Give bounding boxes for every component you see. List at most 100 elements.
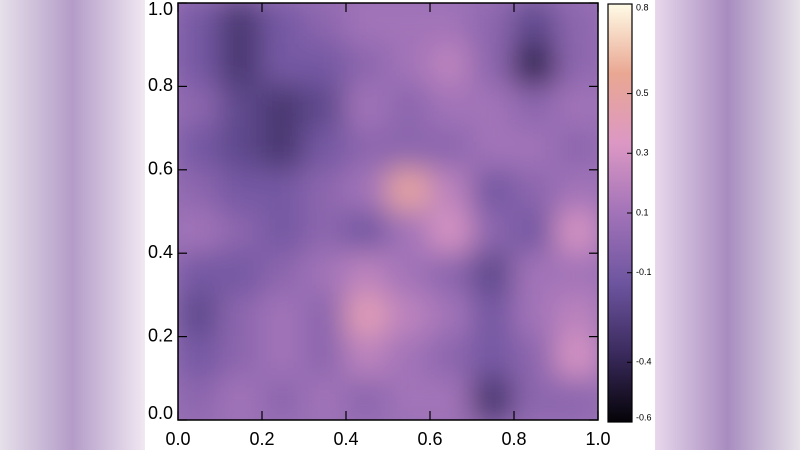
heatmap-cell bbox=[345, 210, 389, 255]
heatmap-cell bbox=[513, 293, 557, 338]
colorbar-tick-label: 0.3 bbox=[636, 148, 649, 158]
heatmap-cell bbox=[555, 252, 598, 296]
heatmap-cell bbox=[345, 3, 389, 46]
backdrop-right bbox=[655, 0, 800, 450]
heatmap-cell bbox=[345, 252, 389, 296]
heatmap-cell bbox=[178, 85, 221, 130]
heatmap-cell bbox=[178, 377, 221, 420]
heatmap-cell bbox=[471, 377, 515, 420]
heatmap-cell bbox=[178, 168, 221, 213]
colorbar-tick-label: -0.6 bbox=[636, 412, 652, 422]
colorbar-tick-label: -0.4 bbox=[636, 357, 652, 367]
heatmap-cell bbox=[387, 377, 431, 420]
heatmap-cell bbox=[345, 85, 389, 130]
heatmap-cell bbox=[429, 377, 473, 420]
heatmap-cell bbox=[219, 168, 263, 213]
heatmap-cell bbox=[471, 3, 515, 46]
x-tick-label: 0.0 bbox=[165, 429, 190, 449]
y-tick-label: 0.0 bbox=[148, 403, 173, 423]
heatmap-cell bbox=[555, 43, 598, 88]
x-tick-label: 0.4 bbox=[333, 429, 358, 449]
heatmap-cell bbox=[471, 293, 515, 338]
heatmap-cell bbox=[471, 168, 515, 213]
heatmap-cell bbox=[513, 43, 557, 88]
heatmap-cell bbox=[555, 127, 598, 171]
heatmap-cell bbox=[471, 43, 515, 88]
colorbar-tick-label: -0.1 bbox=[636, 267, 652, 277]
heatmap-cell bbox=[387, 252, 431, 296]
axes: 0.0 0.2 0.4 0.6 0.8 1.0 0.0 0.2 0.4 0.6 0.8 1.0 -0.6… bbox=[148, 0, 652, 449]
heatmap-cell bbox=[178, 335, 221, 380]
heatmap-cell bbox=[429, 210, 473, 255]
heatmap-cell bbox=[261, 293, 305, 338]
backdrop-left bbox=[0, 0, 145, 450]
heatmap-cell bbox=[261, 210, 305, 255]
x-tick-label: 0.8 bbox=[501, 429, 526, 449]
y-tick-label: 0.2 bbox=[148, 325, 173, 345]
heatmap-cell bbox=[555, 210, 598, 255]
heatmap-cell bbox=[345, 168, 389, 213]
heatmap-cell bbox=[261, 127, 305, 171]
heatmap-cells bbox=[178, 3, 598, 420]
y-tick-label: 0.6 bbox=[148, 159, 173, 179]
heatmap-cell bbox=[429, 293, 473, 338]
heatmap-cell bbox=[261, 3, 305, 46]
heatmap-cell bbox=[178, 43, 221, 88]
colorbar-tick-label: 0.8 bbox=[636, 2, 649, 12]
heatmap-cell bbox=[513, 127, 557, 171]
heatmap-cell bbox=[513, 210, 557, 255]
heatmap-cell bbox=[471, 335, 515, 380]
heatmap-cell bbox=[178, 293, 221, 338]
heatmap-cell bbox=[513, 85, 557, 130]
y-tick-label: 0.4 bbox=[148, 242, 173, 262]
heatmap-cell bbox=[219, 335, 263, 380]
y-tick-label: 1.0 bbox=[148, 0, 173, 19]
heatmap-cell bbox=[303, 85, 347, 130]
heatmap-cell bbox=[345, 335, 389, 380]
heatmap-cell bbox=[345, 127, 389, 171]
heatmap-cell bbox=[303, 43, 347, 88]
x-tick-label: 0.2 bbox=[249, 429, 274, 449]
heatmap-cell bbox=[513, 3, 557, 46]
heatmap-cell bbox=[219, 252, 263, 296]
heatmap-cell bbox=[387, 127, 431, 171]
heatmap-cell bbox=[219, 127, 263, 171]
heatmap-cell bbox=[471, 127, 515, 171]
heatmap-cell bbox=[429, 252, 473, 296]
heatmap-cell bbox=[471, 252, 515, 296]
heatmap-cell bbox=[178, 127, 221, 171]
heatmap-cell bbox=[513, 168, 557, 213]
heatmap-cell bbox=[303, 3, 347, 46]
heatmap-cell bbox=[429, 3, 473, 46]
heatmap-cell bbox=[387, 85, 431, 130]
heatmap-cell bbox=[513, 335, 557, 380]
heatmap-cell bbox=[387, 293, 431, 338]
heatmap-cell bbox=[261, 43, 305, 88]
heatmap-cell bbox=[345, 293, 389, 338]
x-tick-label: 1.0 bbox=[585, 429, 610, 449]
heatmap-cell bbox=[387, 3, 431, 46]
heatmap-cell bbox=[345, 377, 389, 420]
heatmap-cell bbox=[178, 3, 221, 46]
heatmap-cell bbox=[555, 293, 598, 338]
colorbar-tick-label: 0.5 bbox=[636, 88, 649, 98]
heatmap-cell bbox=[261, 377, 305, 420]
heatmap-cell bbox=[219, 377, 263, 420]
heatmap-cell bbox=[429, 335, 473, 380]
heatmap-area bbox=[178, 3, 598, 420]
heatmap-cell bbox=[471, 210, 515, 255]
heatmap-cell bbox=[429, 43, 473, 88]
heatmap-cell bbox=[387, 43, 431, 88]
heatmap-cell bbox=[303, 252, 347, 296]
heatmap-cell bbox=[303, 210, 347, 255]
heatmap-cell bbox=[261, 168, 305, 213]
heatmap-cell bbox=[555, 168, 598, 213]
heatmap-cell bbox=[219, 293, 263, 338]
heatmap-cell bbox=[345, 43, 389, 88]
heatmap-cell bbox=[219, 3, 263, 46]
heatmap-cell bbox=[387, 335, 431, 380]
heatmap-cell bbox=[429, 85, 473, 130]
heatmap-cell bbox=[219, 43, 263, 88]
plot-frame bbox=[177, 2, 599, 421]
heatmap-cell bbox=[303, 127, 347, 171]
